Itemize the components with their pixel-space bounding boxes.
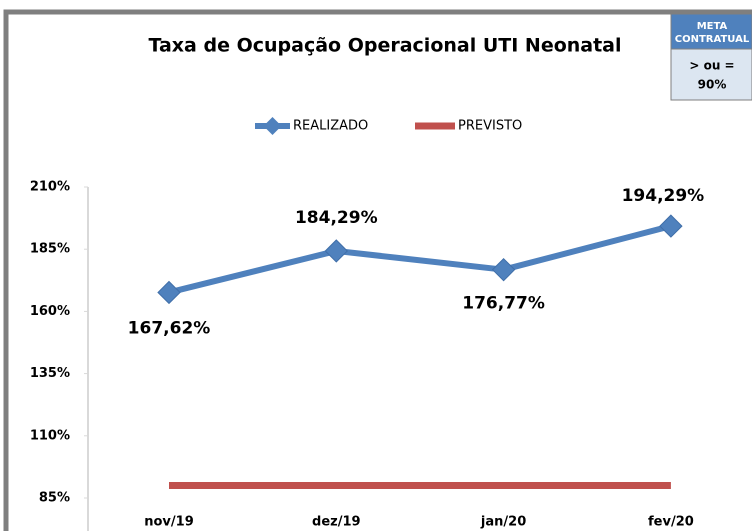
x-tick-label: dez/19 — [312, 515, 361, 530]
point-marker — [659, 214, 683, 238]
series-line — [168, 223, 672, 296]
data-label: 184,29% — [295, 208, 378, 228]
point-marker — [491, 257, 516, 282]
meta-header: CONTRATUAL — [675, 34, 750, 45]
legend-label: PREVISTO — [458, 119, 522, 134]
data-label: 194,29% — [622, 186, 705, 206]
x-tick-label: fev/20 — [648, 515, 694, 530]
y-tick-label: 85% — [39, 491, 70, 506]
y-tick-label: 110% — [30, 428, 70, 443]
y-tick-label: 135% — [30, 366, 70, 381]
frame — [3, 9, 752, 531]
x-tick-label: jan/20 — [480, 515, 526, 530]
meta-body: 90% — [698, 78, 727, 92]
data-label: 167,62% — [128, 318, 211, 338]
meta-body-box — [670, 48, 752, 101]
data-label: 176,77% — [462, 294, 545, 314]
x-tick-label: nov/19 — [144, 515, 194, 530]
legend-label: REALIZADO — [293, 119, 368, 134]
y-tick-label: 160% — [30, 304, 70, 319]
y-tick-label: 210% — [30, 180, 70, 195]
legend-marker — [263, 117, 282, 135]
chart-title: Taxa de Ocupação Operacional UTI Neonata… — [148, 35, 621, 57]
point-marker — [157, 280, 181, 305]
meta-header: META — [697, 21, 728, 32]
y-tick-label: 185% — [30, 242, 70, 257]
meta-body: > ou = — [689, 59, 734, 73]
point-marker — [324, 239, 349, 263]
